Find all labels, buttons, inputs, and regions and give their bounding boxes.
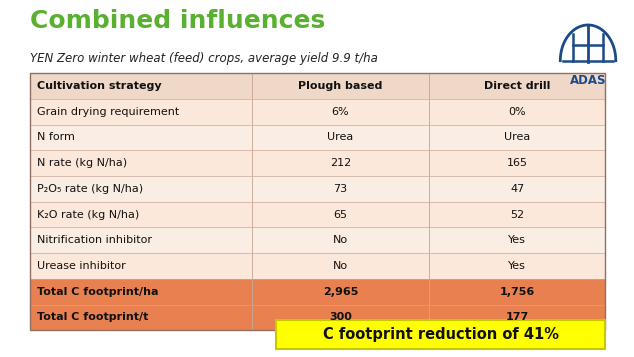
Bar [30,73,252,99]
Bar [252,176,429,202]
Text: N rate (kg N/ha): N rate (kg N/ha) [37,158,127,168]
Text: 2,965: 2,965 [323,287,358,297]
Bar [30,279,252,305]
Text: Nitrification inhibitor: Nitrification inhibitor [37,235,152,245]
Bar [429,253,605,279]
Bar [429,202,605,227]
Bar [252,305,429,330]
Bar [252,279,429,305]
Bar [30,150,252,176]
Text: 165: 165 [507,158,527,168]
Bar [30,227,252,253]
Bar [429,227,605,253]
Bar [30,125,252,150]
Bar [30,279,605,305]
Bar [30,150,605,176]
Bar [30,253,605,279]
Bar [30,305,605,330]
Text: Yes: Yes [508,261,526,271]
Text: Cultivation strategy: Cultivation strategy [37,81,162,91]
Text: Urease inhibitor: Urease inhibitor [37,261,126,271]
Bar [276,320,605,349]
Bar [252,99,429,125]
Text: 212: 212 [330,158,351,168]
Bar [30,202,252,227]
Text: Combined influences: Combined influences [30,9,326,33]
Text: 1,756: 1,756 [500,287,535,297]
Bar [30,73,605,99]
Text: 177: 177 [505,312,529,322]
Text: Plough based: Plough based [298,81,382,91]
Text: Urea: Urea [504,132,530,142]
Bar [429,73,605,99]
Text: 73: 73 [333,184,347,194]
Text: No: No [333,235,348,245]
Bar [252,253,429,279]
Bar [252,202,429,227]
Text: ADAS: ADAS [570,74,606,87]
Text: 65: 65 [333,210,347,220]
Text: Total C footprint/ha: Total C footprint/ha [37,287,158,297]
Bar [429,305,605,330]
Text: 52: 52 [510,210,524,220]
Text: Grain drying requirement: Grain drying requirement [37,107,179,117]
Text: Yes: Yes [508,235,526,245]
Bar [429,99,605,125]
Text: 6%: 6% [332,107,349,117]
Text: C footprint reduction of 41%: C footprint reduction of 41% [323,327,559,342]
Text: Urea: Urea [327,132,354,142]
Bar [429,125,605,150]
Bar [30,305,252,330]
Bar [30,99,252,125]
Text: K₂O rate (kg N/ha): K₂O rate (kg N/ha) [37,210,139,220]
Text: 300: 300 [329,312,352,322]
Text: YEN Zero winter wheat (feed) crops, average yield 9.9 t/ha: YEN Zero winter wheat (feed) crops, aver… [30,52,378,65]
Text: Direct drill: Direct drill [484,81,550,91]
Bar [252,73,429,99]
Bar [429,150,605,176]
Bar [429,176,605,202]
Bar [30,202,605,227]
Text: No: No [333,261,348,271]
Text: P₂O₅ rate (kg N/ha): P₂O₅ rate (kg N/ha) [37,184,143,194]
Bar [252,125,429,150]
Text: 47: 47 [510,184,524,194]
Bar [30,176,252,202]
Bar [252,150,429,176]
Bar [30,253,252,279]
Text: N form: N form [37,132,75,142]
Text: Total C footprint/t: Total C footprint/t [37,312,148,322]
Bar [30,227,605,253]
Text: 0%: 0% [508,107,526,117]
Bar [252,227,429,253]
Bar [30,125,605,150]
Bar [30,99,605,125]
Bar [30,176,605,202]
Bar [429,279,605,305]
Bar [30,73,605,330]
